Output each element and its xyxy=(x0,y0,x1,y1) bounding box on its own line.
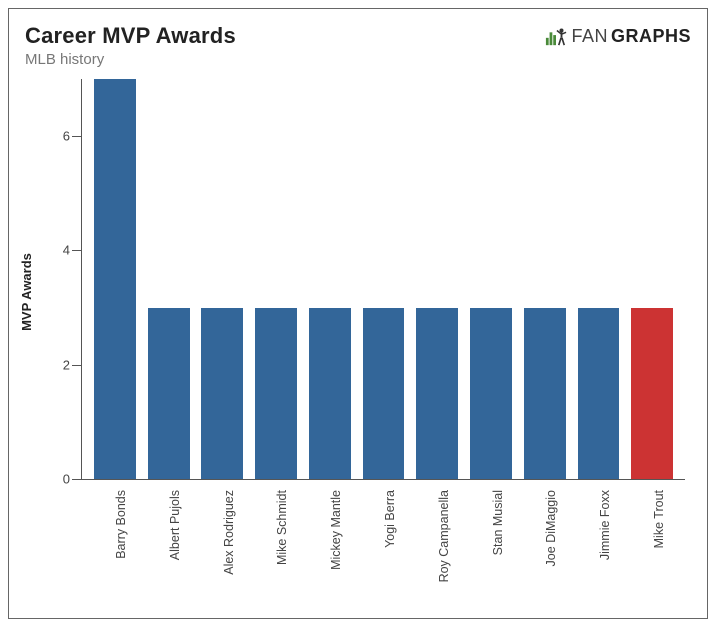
bar-slot xyxy=(410,79,464,479)
x-label-slot: Joe DiMaggio xyxy=(518,484,572,612)
logo-text-fan: FAN xyxy=(571,26,608,47)
x-label: Mike Schmidt xyxy=(275,490,289,565)
bar xyxy=(524,308,566,479)
x-label-slot: Albert Pujols xyxy=(141,484,195,612)
bar-slot xyxy=(572,79,626,479)
bar xyxy=(201,308,243,479)
bar xyxy=(578,308,620,479)
logo-text-graphs: GRAPHS xyxy=(611,26,691,47)
x-label-slot: Jimmie Foxx xyxy=(571,484,625,612)
x-label-slot: Mickey Mantle xyxy=(302,484,356,612)
bars-container xyxy=(82,79,685,479)
x-label: Albert Pujols xyxy=(168,490,182,560)
x-label-slot: Barry Bonds xyxy=(87,484,141,612)
y-axis-label: MVP Awards xyxy=(19,253,34,331)
x-label-slot: Mike Trout xyxy=(625,484,679,612)
bar-slot xyxy=(88,79,142,479)
x-label: Yogi Berra xyxy=(383,490,397,548)
chart-card: Career MVP Awards MLB history FANGRAPHS … xyxy=(8,8,708,619)
plot-area: 0246 xyxy=(81,79,685,480)
x-label-slot: Alex Rodriguez xyxy=(195,484,249,612)
x-label: Mickey Mantle xyxy=(329,490,343,570)
bar-slot xyxy=(357,79,411,479)
fangraphs-logo: FANGRAPHS xyxy=(545,25,691,47)
bar-slot xyxy=(249,79,303,479)
chart-title: Career MVP Awards xyxy=(25,23,236,49)
y-tick xyxy=(72,365,82,366)
x-label: Jimmie Foxx xyxy=(598,490,612,560)
x-label-slot: Mike Schmidt xyxy=(248,484,302,612)
bar xyxy=(470,308,512,479)
bar-slot xyxy=(195,79,249,479)
y-tick-label: 6 xyxy=(52,129,70,144)
bar-slot xyxy=(142,79,196,479)
bar xyxy=(255,308,297,479)
title-block: Career MVP Awards MLB history xyxy=(25,23,236,68)
x-labels-container: Barry Bonds Albert Pujols Alex Rodriguez Mi… xyxy=(81,484,685,612)
x-label: Joe DiMaggio xyxy=(544,490,558,566)
bar xyxy=(363,308,405,479)
x-label: Stan Musial xyxy=(491,490,505,555)
fangraphs-icon xyxy=(545,25,567,47)
y-tick xyxy=(72,136,82,137)
bar-slot xyxy=(303,79,357,479)
x-label: Roy Campanella xyxy=(437,490,451,582)
y-tick xyxy=(72,479,82,480)
bar xyxy=(148,308,190,479)
y-tick-label: 0 xyxy=(52,472,70,487)
x-label-slot: Stan Musial xyxy=(464,484,518,612)
header: Career MVP Awards MLB history FANGRAPHS xyxy=(25,23,691,68)
x-label-slot: Roy Campanella xyxy=(410,484,464,612)
y-tick xyxy=(72,250,82,251)
bar-slot xyxy=(518,79,572,479)
bar xyxy=(94,79,136,479)
x-label: Alex Rodriguez xyxy=(222,490,236,575)
bar-slot xyxy=(625,79,679,479)
bar xyxy=(631,308,673,479)
x-label: Barry Bonds xyxy=(114,490,128,559)
y-tick-label: 4 xyxy=(52,243,70,258)
x-label-slot: Yogi Berra xyxy=(356,484,410,612)
bar xyxy=(309,308,351,479)
chart-subtitle: MLB history xyxy=(25,51,236,68)
chart-area: MVP Awards 0246 Barry BondsAlbert Pujols… xyxy=(25,79,691,612)
bar xyxy=(416,308,458,479)
x-label: Mike Trout xyxy=(652,490,666,548)
bar-slot xyxy=(464,79,518,479)
y-tick-label: 2 xyxy=(52,357,70,372)
